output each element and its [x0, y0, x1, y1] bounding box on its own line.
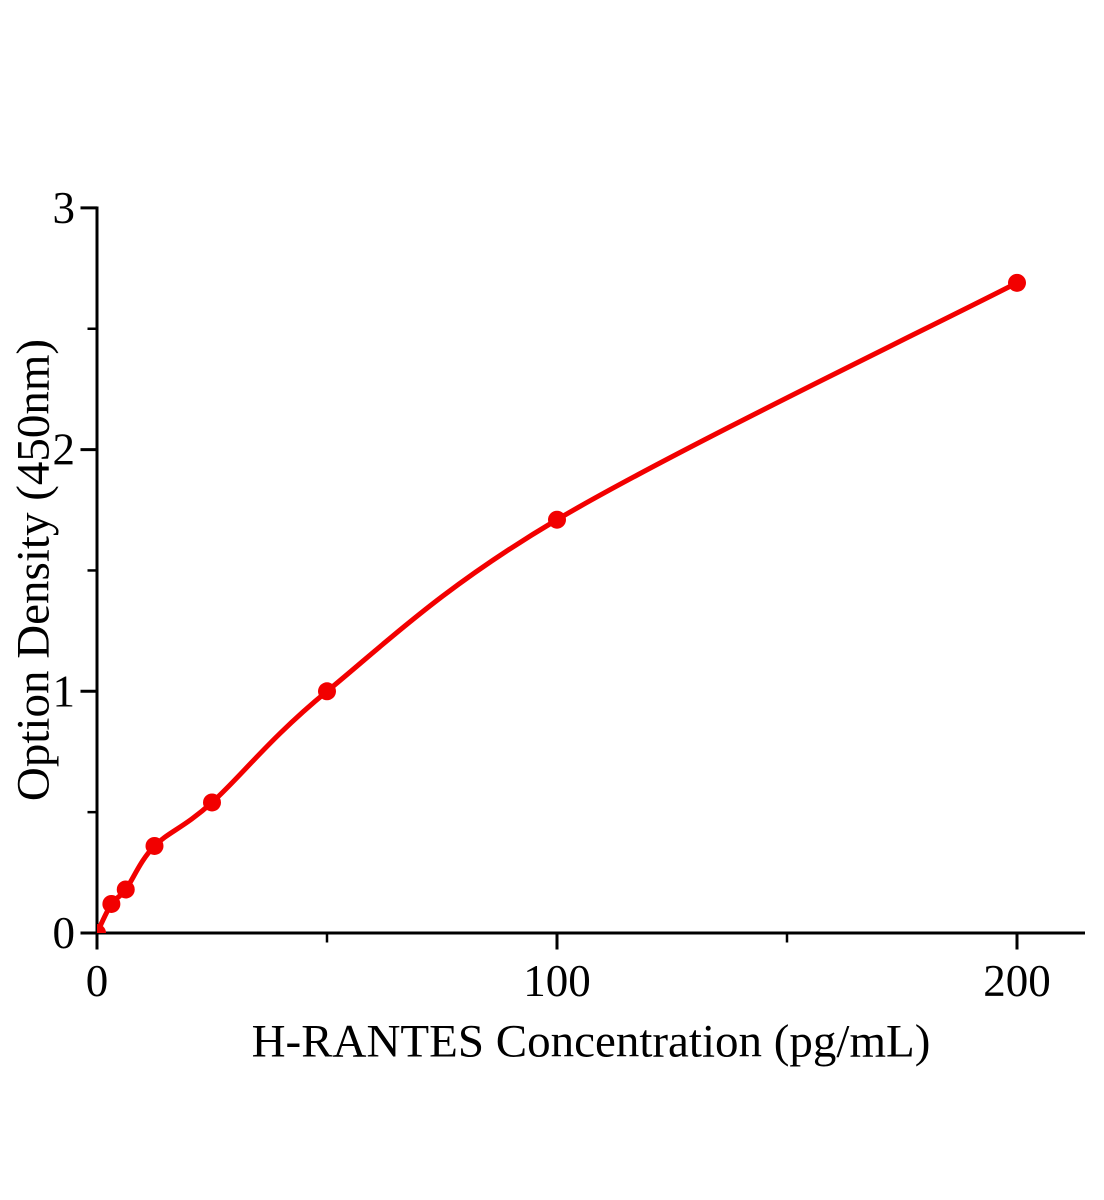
- data-point-100: [548, 510, 566, 529]
- y-axis-title: Option Density (450nm): [7, 338, 60, 802]
- x-axis-title: H-RANTES Concentration (pg/mL): [251, 1015, 931, 1068]
- data-point-25: [203, 793, 221, 812]
- y-tick-label-0: 0: [53, 908, 76, 958]
- data-point-12.5: [145, 836, 164, 855]
- standard-curve-line: [97, 280, 1020, 933]
- x-tick-label-200: 200: [983, 956, 1051, 1006]
- data-point-6.25: [116, 880, 135, 899]
- data-point-200: [1008, 273, 1026, 292]
- series-h-rantes-standard-curve: [97, 273, 1026, 933]
- y-tick-label-3: 3: [53, 183, 76, 233]
- data-point-0: [97, 924, 106, 933]
- data-point-3.125: [102, 894, 121, 913]
- x-tick-label-0: 0: [86, 956, 109, 1006]
- y-tick-label-2: 2: [53, 425, 76, 475]
- y-tick-label-1: 1: [53, 666, 76, 716]
- x-tick-label-100: 100: [523, 956, 591, 1006]
- data-point-50: [318, 682, 336, 701]
